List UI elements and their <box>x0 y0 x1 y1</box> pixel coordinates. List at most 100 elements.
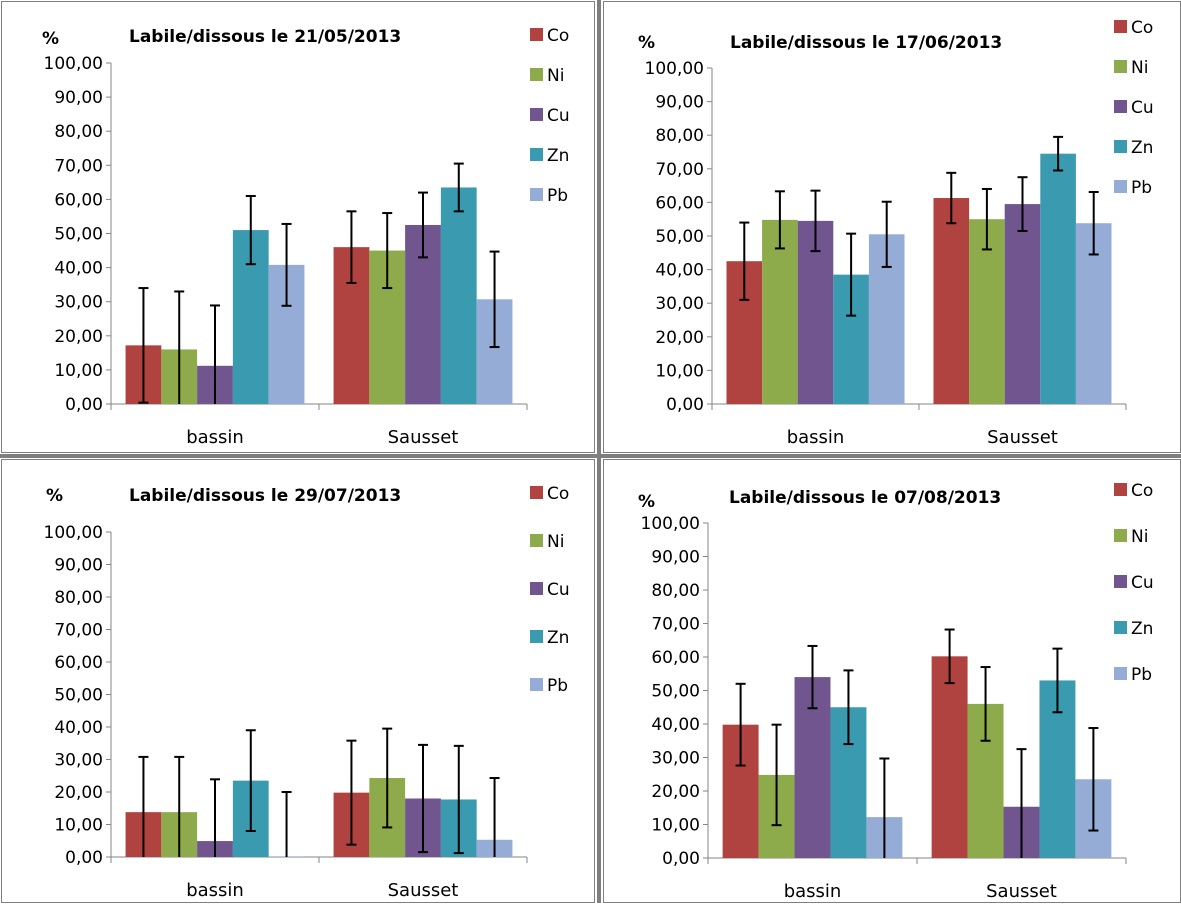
y-tick-label: 80,00 <box>54 588 103 608</box>
y-tick-label: 100,00 <box>44 54 103 74</box>
y-tick-label: 30,00 <box>54 751 103 771</box>
legend-swatch-pb <box>1114 180 1127 193</box>
legend-swatch-zn <box>530 148 543 161</box>
category-label: Sausset <box>388 880 459 901</box>
legend-label-zn: Zn <box>1131 619 1153 639</box>
y-tick-label: 30,00 <box>655 294 704 314</box>
legend-label-cu: Cu <box>1131 98 1154 118</box>
chart-svg: Labile/dissous le 07/08/2013% 0,00 10,00 20… <box>638 481 1154 902</box>
category-label: Sausset <box>986 881 1057 902</box>
chart-panel-4: Labile/dissous le 07/08/2013% 0,00 10,00 20… <box>603 459 1181 903</box>
chart-svg: Labile/dissous le 21/05/2013% 0,00 10,00 20… <box>42 26 570 448</box>
y-tick-label: 90,00 <box>651 548 700 568</box>
legend-label-ni: Ni <box>547 66 564 86</box>
y-tick-label: 50,00 <box>54 225 103 245</box>
chart-title: Labile/dissous le 21/05/2013 <box>129 27 401 47</box>
legend-label-ni: Ni <box>1131 527 1148 547</box>
y-tick-label: 10,00 <box>54 816 103 836</box>
chart-panel-2: Labile/dissous le 17/06/2013% 0,00 10,00 20… <box>603 1 1181 453</box>
legend-label-zn: Zn <box>547 146 569 166</box>
y-tick-label: 10,00 <box>655 361 704 381</box>
legend-swatch-pb <box>530 188 543 201</box>
y-axis-unit-label: % <box>638 492 655 512</box>
category-label: Sausset <box>987 427 1058 448</box>
y-tick-label: 90,00 <box>54 88 103 108</box>
legend-label-cu: Cu <box>547 580 570 600</box>
y-tick-label: 60,00 <box>54 653 103 673</box>
legend-label-cu: Cu <box>1131 573 1154 593</box>
legend-label-ni: Ni <box>547 532 564 552</box>
category-label: bassin <box>787 427 845 448</box>
legend-swatch-zn <box>530 630 543 643</box>
legend-swatch-zn <box>1114 621 1127 634</box>
y-tick-label: 80,00 <box>54 122 103 142</box>
legend-swatch-ni <box>530 534 543 547</box>
bar-ni <box>762 219 798 404</box>
y-tick-label: 80,00 <box>655 126 704 146</box>
legend-label-co: Co <box>547 484 569 504</box>
y-tick-label: 0,00 <box>666 395 704 415</box>
bar-zn <box>1040 153 1076 404</box>
legend-label-zn: Zn <box>1131 138 1153 158</box>
legend-swatch-cu <box>530 582 543 595</box>
y-tick-label: 0,00 <box>662 849 700 869</box>
y-tick-label: 30,00 <box>54 293 103 313</box>
y-tick-label: 20,00 <box>651 782 700 802</box>
legend-swatch-ni <box>1114 529 1127 542</box>
legend-swatch-cu <box>1114 100 1127 113</box>
category-label: Sausset <box>388 427 459 448</box>
legend-label-pb: Pb <box>1131 178 1152 198</box>
y-tick-label: 70,00 <box>655 160 704 180</box>
legend-swatch-cu <box>530 108 543 121</box>
y-tick-label: 20,00 <box>54 783 103 803</box>
legend-swatch-ni <box>530 68 543 81</box>
panel-divider-vertical <box>597 0 601 903</box>
legend-label-co: Co <box>1131 18 1153 38</box>
chart-title: Labile/dissous le 07/08/2013 <box>729 488 1001 508</box>
legend-swatch-pb <box>530 678 543 691</box>
chart-svg: Labile/dissous le 17/06/2013% 0,00 10,00 20… <box>638 18 1154 448</box>
category-label: bassin <box>186 880 244 901</box>
y-tick-label: 70,00 <box>54 621 103 641</box>
bar-co <box>931 656 968 858</box>
bar-cu <box>1004 204 1041 404</box>
y-tick-label: 70,00 <box>54 156 103 176</box>
y-tick-label: 0,00 <box>65 848 103 868</box>
legend-label-co: Co <box>547 26 569 46</box>
y-tick-label: 100,00 <box>44 523 103 543</box>
y-tick-label: 40,00 <box>54 259 103 279</box>
bar-zn <box>440 187 477 404</box>
y-tick-label: 40,00 <box>651 715 700 735</box>
y-axis-unit-label: % <box>42 29 59 49</box>
chart-title: Labile/dissous le 29/07/2013 <box>129 486 401 506</box>
legend-swatch-pb <box>1114 667 1127 680</box>
y-tick-label: 60,00 <box>651 648 700 668</box>
chart-title: Labile/dissous le 17/06/2013 <box>730 33 1002 53</box>
y-tick-label: 100,00 <box>641 514 700 534</box>
legend-swatch-co <box>1114 20 1127 33</box>
y-tick-label: 40,00 <box>54 718 103 738</box>
y-tick-label: 10,00 <box>54 361 103 381</box>
chart-panel-3: Labile/dissous le 29/07/2013% 0,00 10,00 20… <box>1 459 595 903</box>
legend-swatch-co <box>530 28 543 41</box>
y-tick-label: 0,00 <box>65 395 103 415</box>
chart-panel-1: Labile/dissous le 21/05/2013% 0,00 10,00 20… <box>1 1 595 453</box>
y-tick-label: 90,00 <box>655 93 704 113</box>
legend-label-pb: Pb <box>547 676 568 696</box>
y-tick-label: 20,00 <box>655 328 704 348</box>
category-label: bassin <box>784 881 842 902</box>
legend-label-pb: Pb <box>1131 665 1152 685</box>
chart-svg: Labile/dissous le 29/07/2013% 0,00 10,00 20… <box>44 484 570 901</box>
y-tick-label: 50,00 <box>655 227 704 247</box>
y-tick-label: 40,00 <box>655 261 704 281</box>
legend-swatch-cu <box>1114 575 1127 588</box>
y-tick-label: 100,00 <box>645 59 704 79</box>
y-axis-unit-label: % <box>638 33 655 53</box>
legend-label-cu: Cu <box>547 106 570 126</box>
legend-swatch-ni <box>1114 60 1127 73</box>
y-tick-label: 90,00 <box>54 556 103 576</box>
bar-co <box>933 198 970 404</box>
y-tick-label: 20,00 <box>54 327 103 347</box>
legend-swatch-co <box>1114 483 1127 496</box>
legend-label-zn: Zn <box>547 628 569 648</box>
